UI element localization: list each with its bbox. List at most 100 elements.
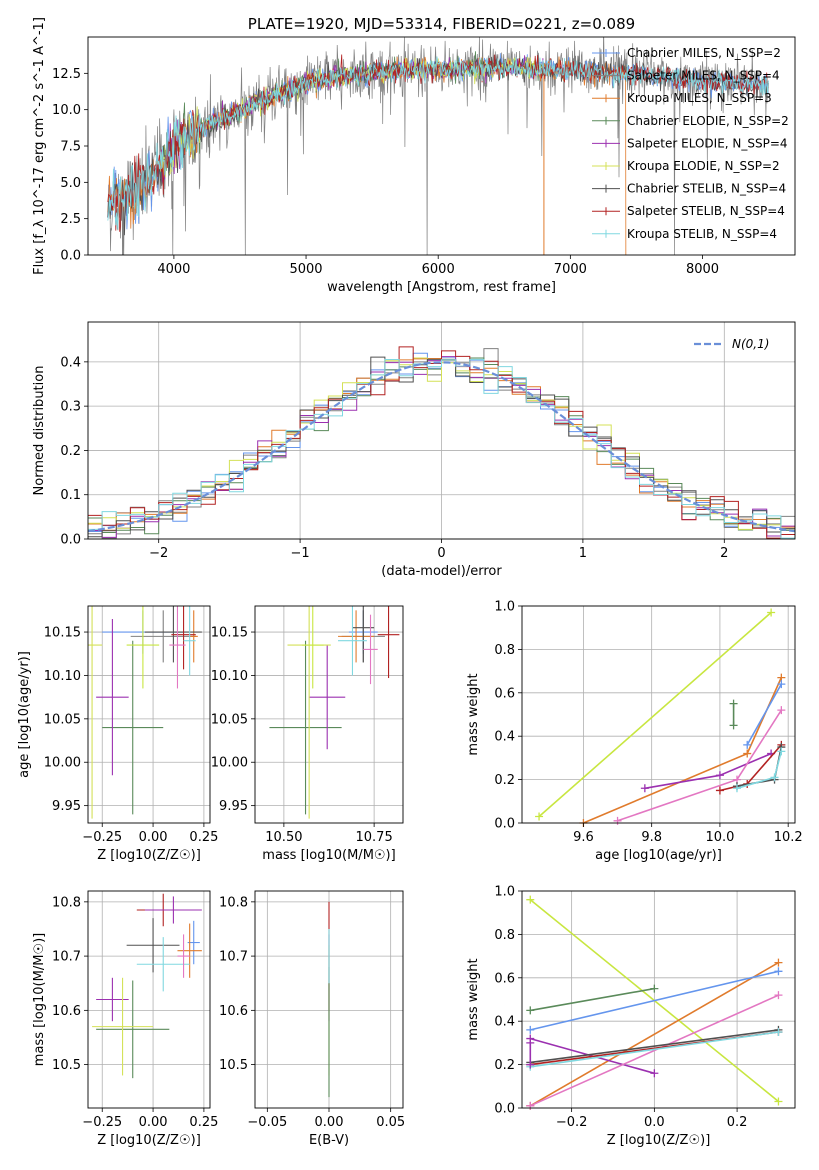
errorbar-point <box>96 980 170 1079</box>
y-tick-label: 5.0 <box>60 176 81 191</box>
x-axis-label: Z [log10(Z/Z☉)] <box>607 1133 711 1148</box>
weight-marker <box>777 706 786 715</box>
weight-marker <box>743 749 752 758</box>
axes-frame <box>87 605 211 824</box>
errorbar-point <box>130 610 196 663</box>
errorbar-point <box>301 606 324 689</box>
weight-line <box>529 961 779 1107</box>
weight-marker <box>715 771 724 780</box>
y-tick-label: 0.6 <box>494 971 515 986</box>
errorbar-point <box>177 934 190 978</box>
y-tick-label: 1.0 <box>494 600 515 615</box>
x-tick-label: 0.00 <box>315 1115 344 1130</box>
x-tick-label: 0.00 <box>139 1115 168 1130</box>
y-tick-label: 10.00 <box>211 756 248 771</box>
weight-line <box>530 1031 779 1068</box>
errorbar-point <box>309 645 346 750</box>
weight-series <box>743 680 786 749</box>
x-tick-label: 10.50 <box>265 830 302 845</box>
y-tick-label: 0.3 <box>60 400 81 415</box>
legend-label: Chabrier STELIB, N_SSP=4 <box>627 182 786 196</box>
panel-z-weight: −0.2 0.0 0.2 0.0 0.2 0.4 0.6 0.8 1.0 Z [log10(Z/Z… <box>466 885 796 1148</box>
y-axis-label: Normed distribution <box>32 366 47 496</box>
weight-marker <box>774 958 783 967</box>
x-tick-label: 0.0 <box>644 1115 665 1130</box>
weight-marker <box>715 786 724 795</box>
weight-marker <box>650 984 659 993</box>
x-tick-label: 4000 <box>157 262 190 277</box>
weight-marker <box>526 1101 535 1110</box>
y-tick-label: 0.1 <box>60 488 81 503</box>
y-tick-label: 10.6 <box>219 1004 248 1019</box>
ticks-residuals: −2 −1 0 1 2 0.0 0.1 0.2 0.3 0.4 <box>60 355 728 561</box>
y-tick-label: 10.05 <box>211 712 248 727</box>
legend-label: N(0,1) <box>732 337 769 351</box>
y-tick-label: 0.4 <box>60 355 81 370</box>
plot-area-spectrum <box>107 37 769 255</box>
errorbar-point <box>136 937 190 992</box>
histogram-step <box>88 358 795 539</box>
errorbar-point <box>144 896 202 924</box>
weight-marker <box>526 1006 535 1015</box>
y-tick-label: 10.0 <box>52 103 81 118</box>
weight-series <box>579 673 786 827</box>
y-axis-label: age [log10(age/yr)] <box>17 651 32 778</box>
x-axis-label: (data-model)/error <box>381 564 502 579</box>
y-axis-label: mass [log10(M/M☉)] <box>32 933 47 1066</box>
y-tick-label: 10.00 <box>44 756 81 771</box>
y-tick-label: 10.15 <box>211 626 248 641</box>
x-tick-label: 0.2 <box>727 1115 748 1130</box>
y-tick-label: 10.5 <box>52 1058 81 1073</box>
weight-series <box>526 1038 535 1069</box>
chart-title: PLATE=1920, MJD=53314, FIBERID=0221, z=0… <box>248 15 635 33</box>
errorbar-point <box>338 606 367 676</box>
weight-series <box>526 991 783 1110</box>
weight-series <box>732 747 786 793</box>
weight-line <box>530 970 779 1031</box>
weight-line <box>538 611 772 818</box>
weight-marker <box>774 967 783 976</box>
y-tick-label: 0.6 <box>494 686 515 701</box>
errorbar-point <box>171 606 196 670</box>
errorbar-point <box>183 606 196 676</box>
x-tick-label: 9.8 <box>641 830 662 845</box>
histogram-step <box>88 346 795 539</box>
ticks-ebv-mass: −0.05 0.00 0.05 10.5 10.6 10.7 10.8 <box>219 895 405 1130</box>
x-tick-label: 0.05 <box>376 1115 405 1130</box>
y-tick-label: 7.5 <box>60 140 81 155</box>
x-tick-label: −0.2 <box>556 1115 588 1130</box>
errorbar-point <box>269 640 342 815</box>
x-tick-label: 0.25 <box>189 830 218 845</box>
y-tick-label: 0.0 <box>494 817 515 832</box>
y-tick-label: 10.7 <box>52 950 81 965</box>
x-tick-label: 10.75 <box>356 830 393 845</box>
legend: N(0,1) <box>694 337 769 351</box>
errorbar-point <box>363 614 378 685</box>
y-tick-label: 10.8 <box>52 895 81 910</box>
y-tick-label: 10.5 <box>219 1058 248 1073</box>
x-axis-label: age [log10(age/yr)] <box>595 848 722 863</box>
weight-marker <box>774 1028 783 1037</box>
errorbar-point <box>169 606 186 689</box>
y-tick-label: 2.5 <box>60 212 81 227</box>
weight-marker <box>743 740 752 749</box>
x-axis-label: wavelength [Angstrom, rest frame] <box>327 280 556 295</box>
errorbar-point <box>96 619 129 776</box>
ticks-mass-age: 10.50 10.75 9.95 10.00 10.05 10.10 10.15 <box>211 626 393 845</box>
axes-frame <box>254 605 404 824</box>
weight-series <box>729 699 738 730</box>
x-tick-label: 6000 <box>422 262 455 277</box>
x-tick-label: 7000 <box>554 262 587 277</box>
errorbar-point <box>377 606 400 679</box>
errorbar-point <box>126 918 180 973</box>
x-tick-label: −0.25 <box>82 1115 122 1130</box>
weight-marker <box>640 784 649 793</box>
legend-label: Salpeter MILES, N_SSP=4 <box>627 69 780 83</box>
weight-marker <box>777 747 786 756</box>
plot-area-z-mass <box>92 893 202 1079</box>
plot-area-age-weight <box>535 608 786 827</box>
weight-marker <box>729 721 738 730</box>
axes-frame <box>521 890 796 1109</box>
axes-frame <box>254 890 404 1109</box>
